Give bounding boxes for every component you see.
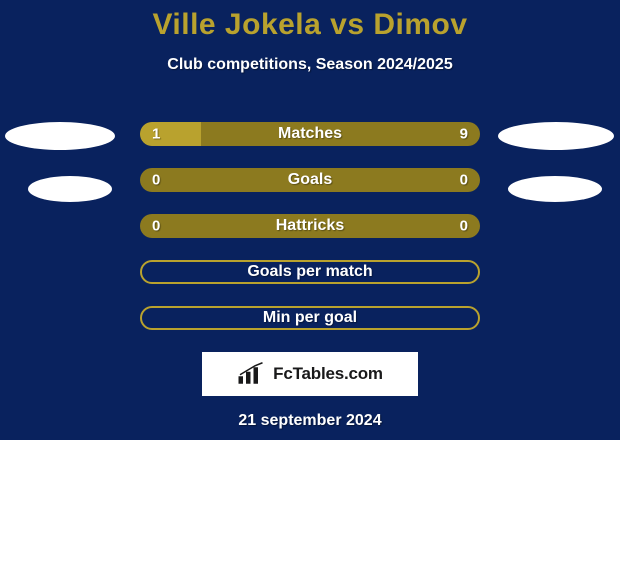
comparison-card: Ville Jokela vs Dimov Club competitions,… <box>0 0 620 440</box>
stat-label: Matches <box>140 125 480 143</box>
stat-value-right: 0 <box>460 172 468 189</box>
stat-value-left: 0 <box>152 172 160 189</box>
player-marker-left <box>28 176 112 202</box>
stat-label: Hattricks <box>140 217 480 235</box>
player-marker-right <box>508 176 602 202</box>
stat-value-left: 0 <box>152 218 160 235</box>
player-marker-right <box>498 122 614 150</box>
stat-label: Goals per match <box>142 263 478 281</box>
stat-label: Min per goal <box>142 309 478 327</box>
logo-text: FcTables.com <box>273 364 383 384</box>
page-title: Ville Jokela vs Dimov <box>0 0 620 42</box>
date-text: 21 september 2024 <box>0 412 620 430</box>
bars-icon <box>237 362 267 386</box>
stat-row: Goals per match <box>140 260 480 284</box>
player-marker-left <box>5 122 115 150</box>
stat-rows: Matches19Goals00Hattricks00Goals per mat… <box>140 122 480 330</box>
stat-row: Min per goal <box>140 306 480 330</box>
stat-row: Matches1 9 <box>140 122 480 146</box>
stat-row: Hattricks0 0 <box>140 214 480 238</box>
logo-box: FcTables.com <box>202 352 418 396</box>
stat-value-right: 0 <box>460 218 468 235</box>
page-subtitle: Club competitions, Season 2024/2025 <box>0 56 620 74</box>
stat-value-right: 9 <box>460 126 468 143</box>
stat-row: Goals0 0 <box>140 168 480 192</box>
stat-label: Goals <box>140 171 480 189</box>
stat-value-left: 1 <box>152 126 160 143</box>
